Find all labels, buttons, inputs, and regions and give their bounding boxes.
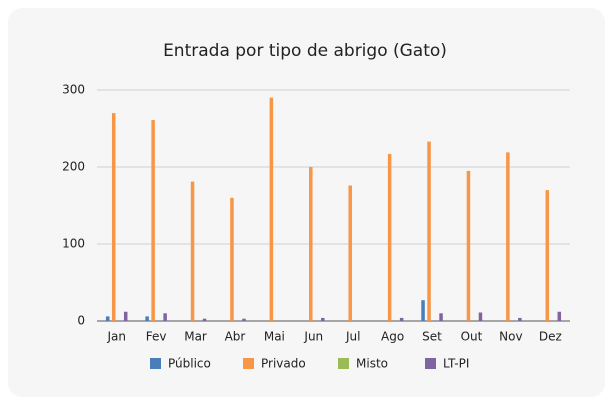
legend-swatch xyxy=(150,358,161,369)
bar xyxy=(427,141,431,321)
bar xyxy=(348,185,352,321)
legend-label: Privado xyxy=(261,357,306,371)
x-tick-label: Dez xyxy=(539,330,562,344)
x-tick-label: Abr xyxy=(225,330,246,344)
legend-swatch xyxy=(338,358,349,369)
y-tick-label: 100 xyxy=(62,237,85,251)
bar xyxy=(421,300,425,321)
bar xyxy=(506,152,510,321)
bar xyxy=(545,190,550,321)
legend-label: LT-PI xyxy=(443,357,469,371)
chart-title: Entrada por tipo de abrigo (Gato) xyxy=(163,41,447,61)
bar xyxy=(557,311,562,321)
card xyxy=(8,8,605,397)
y-tick-label: 200 xyxy=(62,160,85,174)
bar xyxy=(439,313,443,321)
x-tick-label: Jul xyxy=(345,330,360,344)
x-tick-label: Mar xyxy=(184,330,207,344)
bar xyxy=(518,317,522,321)
bar xyxy=(321,317,325,321)
bar xyxy=(309,167,313,321)
x-tick-label: Set xyxy=(422,330,442,344)
bar xyxy=(269,97,274,321)
y-tick-label: 300 xyxy=(62,83,85,97)
x-tick-label: Jan xyxy=(106,330,126,344)
x-tick-label: Fev xyxy=(146,330,167,344)
bar xyxy=(111,113,116,321)
x-tick-label: Mai xyxy=(264,330,285,344)
bar xyxy=(163,313,167,321)
bar xyxy=(105,316,110,321)
bar xyxy=(190,181,195,321)
bar xyxy=(242,318,246,321)
legend-swatch xyxy=(425,358,436,369)
bar xyxy=(399,317,404,321)
bar xyxy=(478,312,483,321)
legend-swatch xyxy=(243,358,254,369)
bar xyxy=(466,170,471,321)
bar xyxy=(123,311,128,321)
x-tick-label: Nov xyxy=(499,330,522,344)
x-tick-label: Ago xyxy=(381,330,404,344)
bar xyxy=(202,318,207,321)
x-tick-label: Out xyxy=(461,330,483,344)
legend-label: Misto xyxy=(356,357,388,371)
bar xyxy=(387,153,392,321)
y-tick-label: 0 xyxy=(77,314,85,328)
bar xyxy=(230,197,234,321)
legend-label: Público xyxy=(168,357,211,371)
x-tick-label: Jun xyxy=(303,330,323,344)
bar xyxy=(151,120,155,321)
bar xyxy=(145,316,149,321)
